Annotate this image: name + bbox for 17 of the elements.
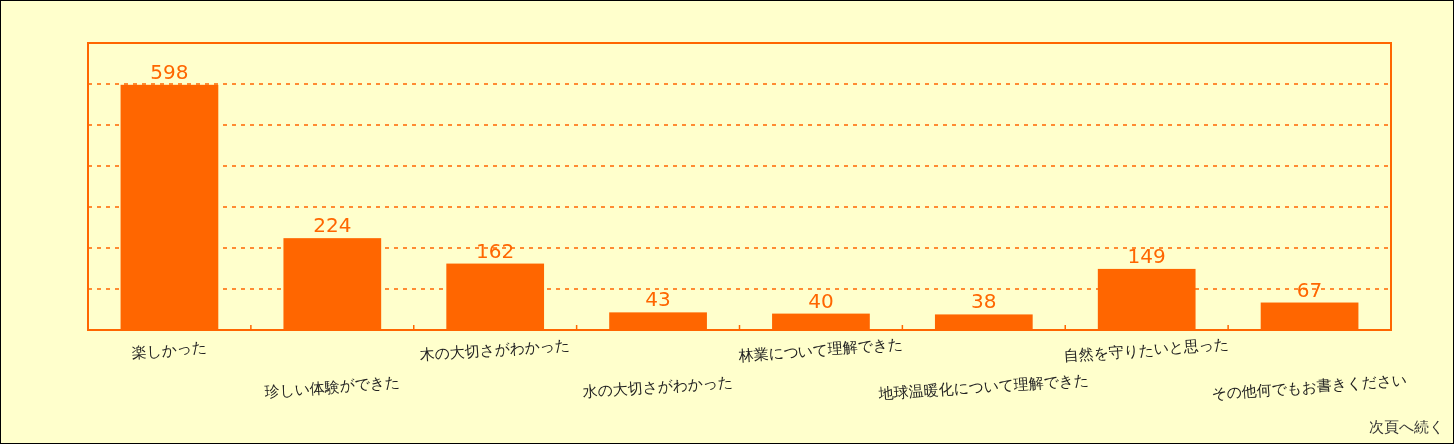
text: 次頁へ続く <box>1369 418 1444 436</box>
data-label: 598 <box>150 59 189 84</box>
x-tick-label: 林業について理解できた <box>736 335 904 365</box>
data-label: 224 <box>313 213 352 238</box>
data-label: 43 <box>645 287 671 312</box>
data-label: 149 <box>1127 243 1166 268</box>
data-label: 40 <box>808 288 834 313</box>
x-tick-label: 自然を守りたいと思った <box>1063 335 1230 365</box>
x-tick-label: 水の大切さがわかった <box>582 372 734 402</box>
x-tick-label: 木の大切さがわかった <box>419 335 571 365</box>
data-label: 162 <box>476 238 515 263</box>
x-tick-label: 楽しかった <box>131 338 208 362</box>
x-tick-label: 地球温暖化について理解できた <box>877 370 1089 404</box>
x-tick-label: 珍しい体験ができた <box>264 373 400 401</box>
data-label: 67 <box>1296 277 1323 302</box>
data-label: 38 <box>971 289 997 314</box>
x-tick-label: その他何でもお書きください <box>1211 371 1408 403</box>
